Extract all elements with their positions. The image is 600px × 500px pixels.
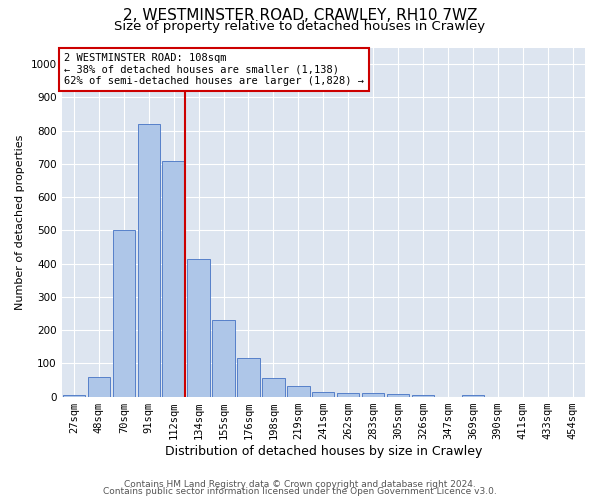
Bar [187, 258, 210, 396]
Text: 2, WESTMINSTER ROAD, CRAWLEY, RH10 7WZ: 2, WESTMINSTER ROAD, CRAWLEY, RH10 7WZ [123, 8, 477, 22]
Bar [163, 160, 185, 396]
Bar [461, 395, 484, 396]
Bar [88, 376, 110, 396]
Text: Contains HM Land Registry data © Crown copyright and database right 2024.: Contains HM Land Registry data © Crown c… [124, 480, 476, 489]
Bar [287, 386, 310, 396]
Bar [212, 320, 235, 396]
X-axis label: Distribution of detached houses by size in Crawley: Distribution of detached houses by size … [164, 444, 482, 458]
Text: Contains public sector information licensed under the Open Government Licence v3: Contains public sector information licen… [103, 488, 497, 496]
Y-axis label: Number of detached properties: Number of detached properties [15, 134, 25, 310]
Bar [312, 392, 334, 396]
Bar [137, 124, 160, 396]
Bar [362, 394, 385, 396]
Bar [262, 378, 284, 396]
Text: 2 WESTMINSTER ROAD: 108sqm
← 38% of detached houses are smaller (1,138)
62% of s: 2 WESTMINSTER ROAD: 108sqm ← 38% of deta… [64, 52, 364, 86]
Bar [113, 230, 135, 396]
Bar [237, 358, 260, 397]
Bar [337, 392, 359, 396]
Text: Size of property relative to detached houses in Crawley: Size of property relative to detached ho… [115, 20, 485, 33]
Bar [387, 394, 409, 396]
Bar [63, 395, 85, 396]
